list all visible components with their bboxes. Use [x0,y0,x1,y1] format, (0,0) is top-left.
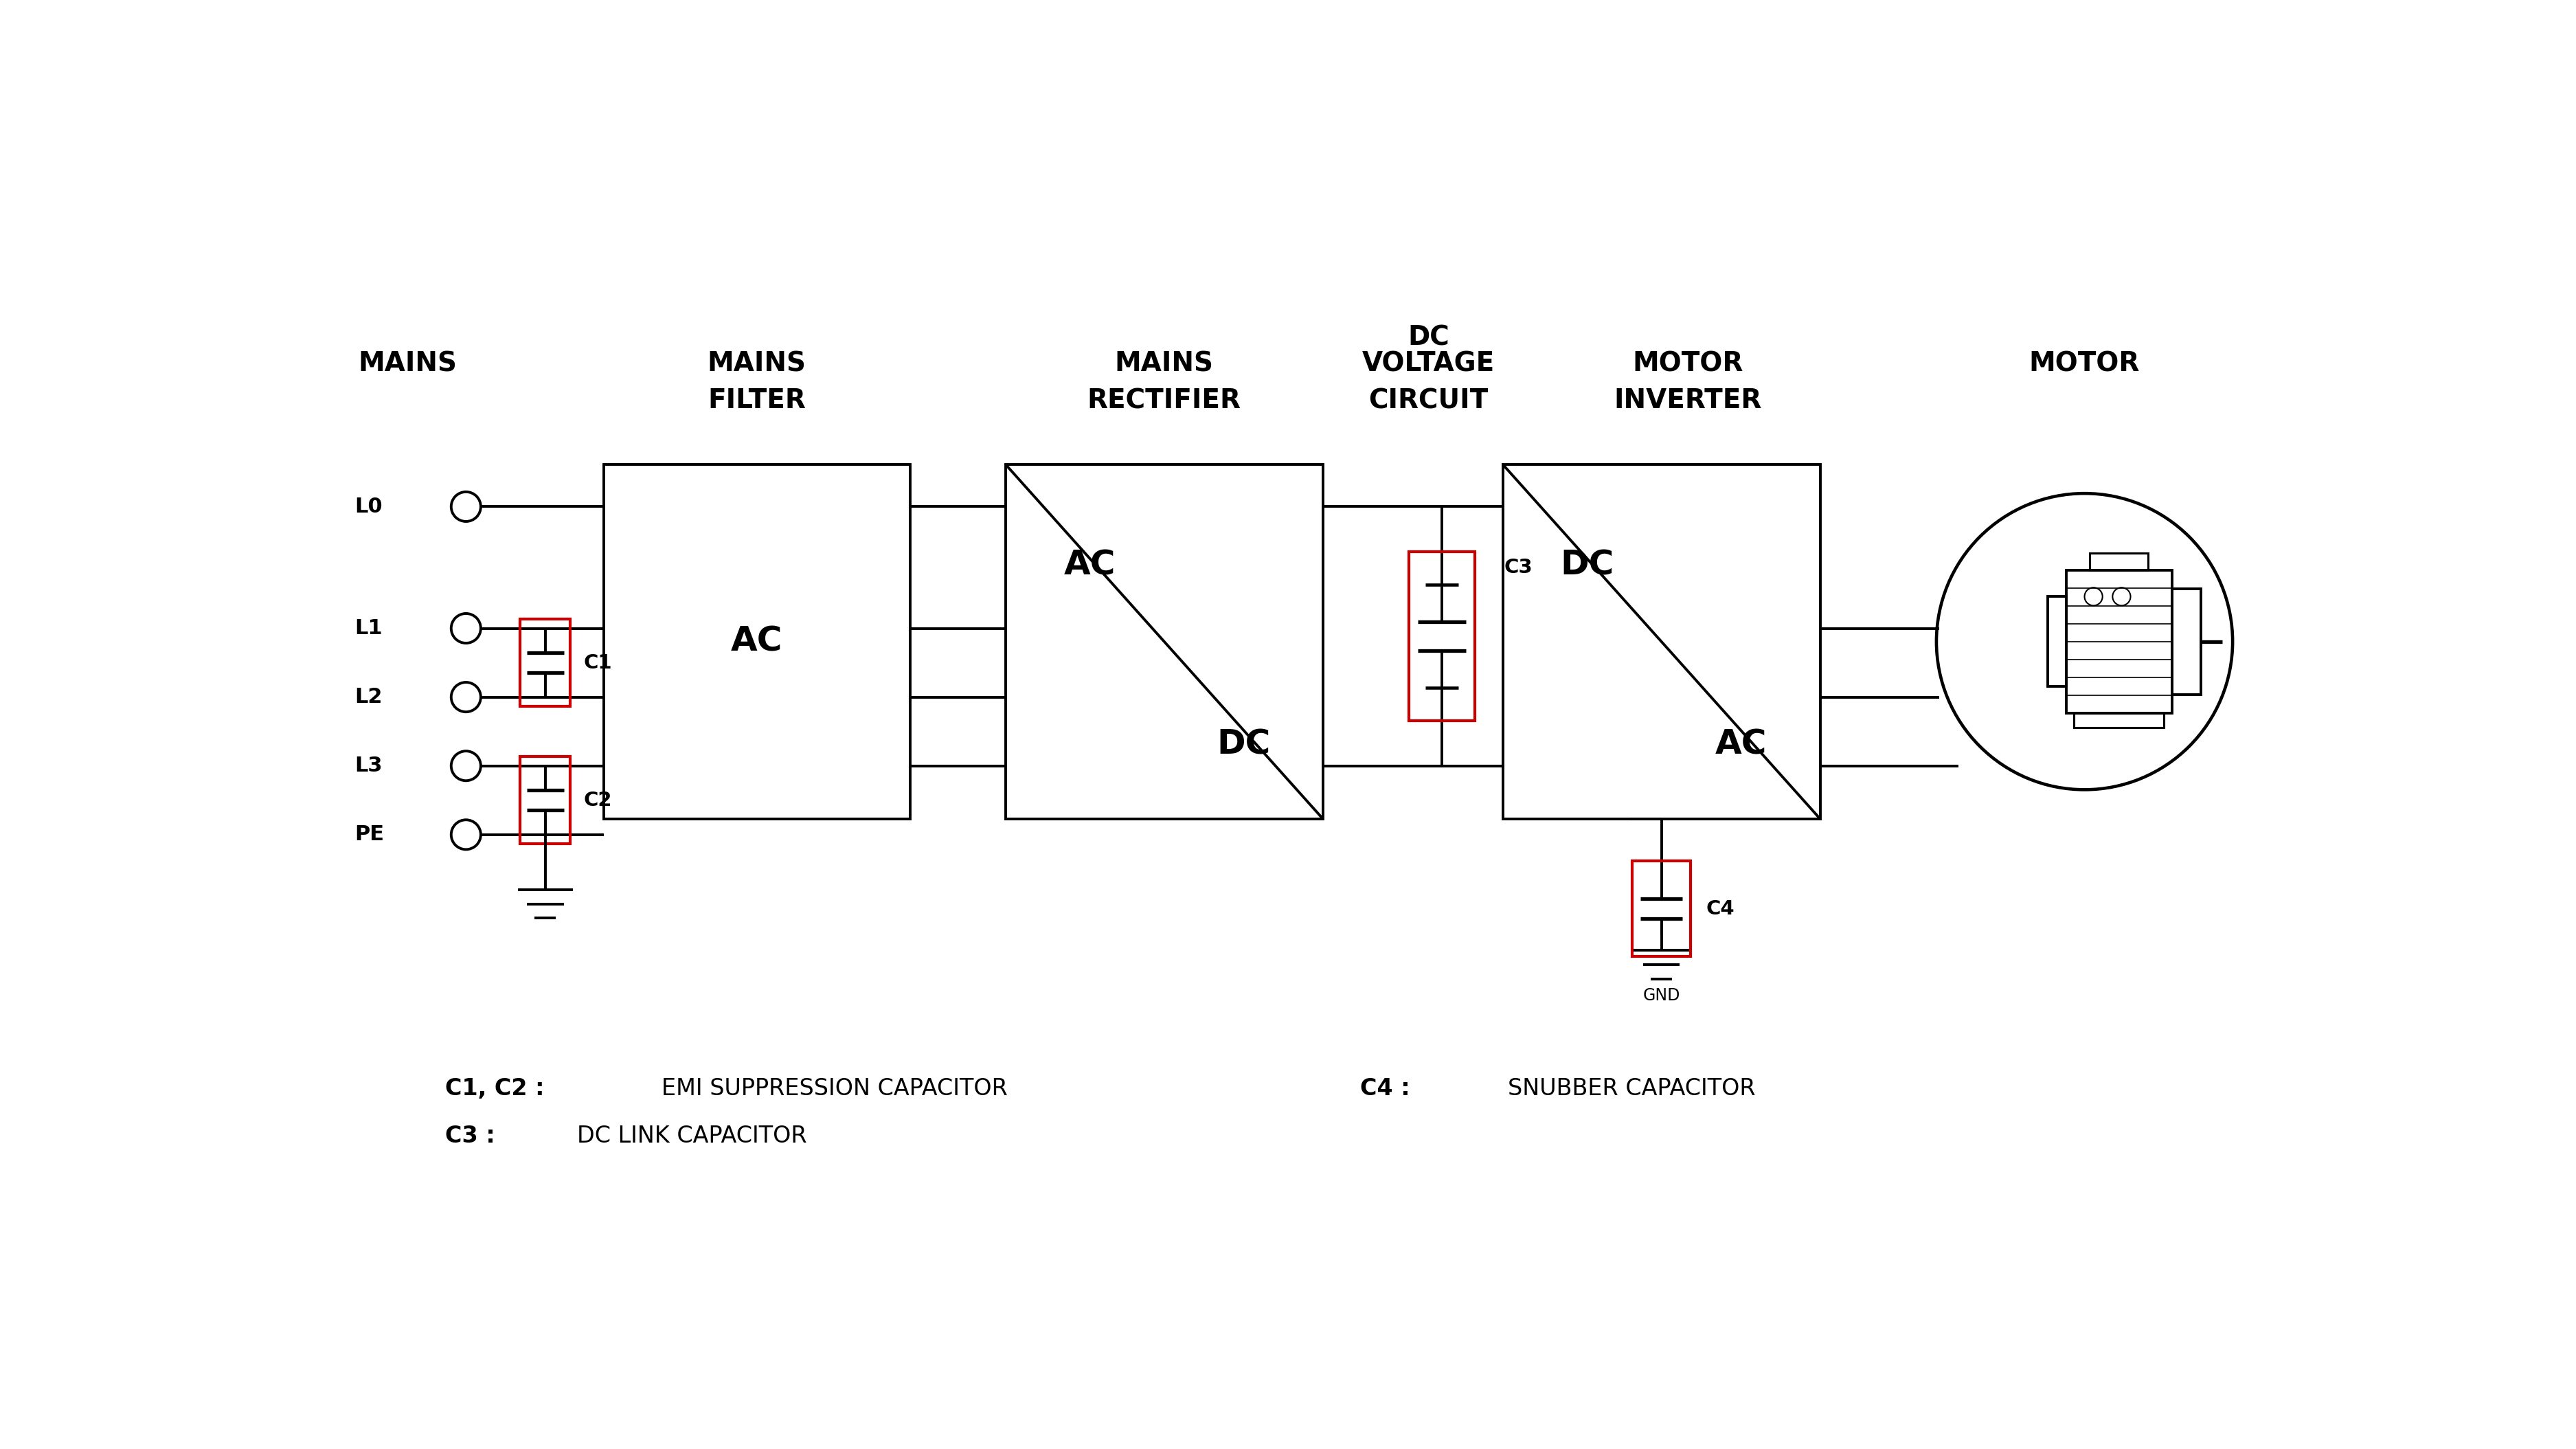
Bar [1502,464,1821,819]
Text: C3: C3 [1504,558,1533,577]
Text: MAINS: MAINS [358,351,459,377]
Text: L1: L1 [355,619,384,638]
Text: MOTOR: MOTOR [2030,351,2141,377]
Text: MOTOR: MOTOR [1633,351,1744,377]
Text: EMI SUPPRESSION CAPACITOR: EMI SUPPRESSION CAPACITOR [662,1077,1007,1100]
Bar [1005,464,1324,819]
Text: MAINS: MAINS [1115,351,1213,377]
Text: AC: AC [1716,729,1767,761]
Bar [2074,713,2164,727]
Text: DC: DC [1216,729,1270,761]
Text: L3: L3 [355,756,384,775]
Text: VOLTAGE: VOLTAGE [1363,351,1494,377]
Text: DC: DC [1561,548,1615,581]
Text: FILTER: FILTER [708,388,806,414]
Text: PE: PE [355,824,384,845]
Text: SNUBBER CAPACITOR: SNUBBER CAPACITOR [1507,1077,1757,1100]
Bar [1633,861,1690,956]
Bar [1409,552,1476,722]
Bar [520,756,569,843]
Bar [2172,588,2200,694]
Text: C1, C2 :: C1, C2 : [446,1077,544,1100]
Text: INVERTER: INVERTER [1613,388,1762,414]
Bar [603,464,909,819]
Bar [520,619,569,706]
Text: DC LINK CAPACITOR: DC LINK CAPACITOR [577,1124,806,1148]
Text: MAINS: MAINS [708,351,806,377]
Text: GND: GND [1643,987,1680,1004]
Text: L2: L2 [355,687,384,707]
Text: CIRCUIT: CIRCUIT [1368,388,1489,414]
Text: AC: AC [732,625,783,658]
Text: C1: C1 [585,653,613,672]
Text: C3 :: C3 : [446,1124,495,1148]
Text: L0: L0 [355,497,384,517]
Text: AC: AC [1064,548,1115,581]
Text: C4: C4 [1705,898,1734,919]
Bar [2089,554,2148,569]
Text: DC: DC [1406,325,1450,351]
Text: C4 :: C4 : [1360,1077,1409,1100]
Text: RECTIFIER: RECTIFIER [1087,388,1242,414]
Text: C2: C2 [585,791,613,810]
Bar [2048,597,2066,687]
Bar [2066,569,2172,713]
